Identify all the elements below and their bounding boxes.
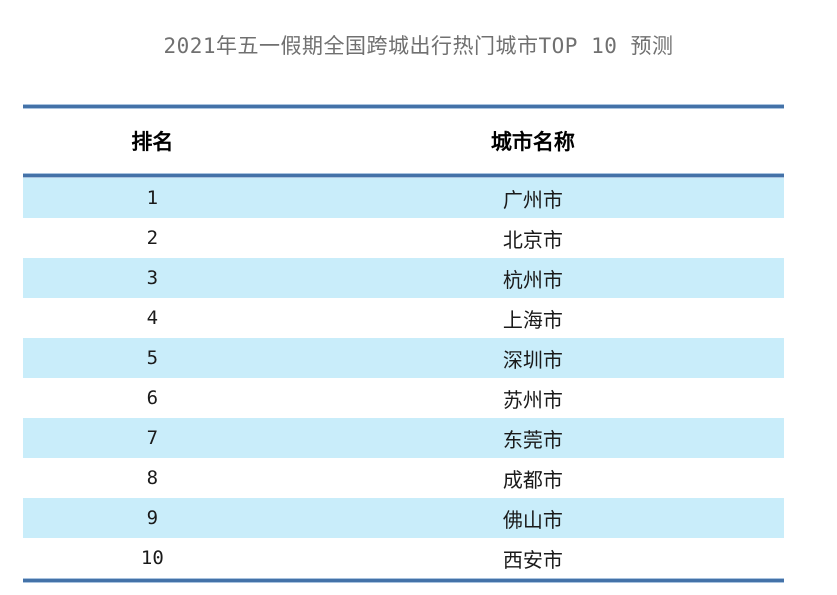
- table-row: 6 苏州市: [23, 378, 784, 418]
- table-row: 2 北京市: [23, 218, 784, 258]
- rank-cell: 10: [140, 547, 164, 569]
- table-row: 9 佛山市: [23, 498, 784, 538]
- table-header-row: 排名 城市名称: [23, 109, 784, 173]
- city-cell: 西安市: [502, 547, 563, 572]
- rank-cell: 1: [146, 187, 159, 209]
- city-cell: 广州市: [502, 187, 563, 212]
- top10-cities-table: 排名 城市名称 1 广州市 2 北京市 3 杭州市 4 上海市 5: [23, 104, 784, 583]
- city-cell: 北京市: [502, 227, 563, 252]
- table-top-rule: [23, 104, 784, 109]
- rank-cell: 3: [146, 267, 159, 289]
- rank-cell: 8: [146, 467, 159, 489]
- city-cell: 上海市: [502, 307, 563, 332]
- table-row: 3 杭州市: [23, 258, 784, 298]
- table-row: 5 深圳市: [23, 338, 784, 378]
- column-header-city: 城市名称: [490, 130, 575, 154]
- rank-cell: 2: [146, 227, 159, 249]
- table-row: 4 上海市: [23, 298, 784, 338]
- column-header-rank: 排名: [131, 130, 174, 154]
- city-cell: 成都市: [502, 467, 563, 492]
- table-header-rule: [23, 173, 784, 178]
- table-row: 8 成都市: [23, 458, 784, 498]
- city-cell: 苏州市: [502, 387, 563, 412]
- rank-cell: 7: [146, 427, 159, 449]
- rank-cell: 5: [146, 347, 159, 369]
- city-cell: 杭州市: [502, 267, 563, 292]
- city-cell: 佛山市: [502, 507, 563, 532]
- city-cell: 深圳市: [502, 347, 563, 372]
- rank-cell: 4: [146, 307, 159, 329]
- city-cell: 东莞市: [502, 427, 563, 452]
- table-body: 1 广州市 2 北京市 3 杭州市 4 上海市 5 深圳市 6 苏州市: [23, 178, 784, 578]
- rank-cell: 9: [146, 507, 159, 529]
- table-row: 7 东莞市: [23, 418, 784, 458]
- table-row: 1 广州市: [23, 178, 784, 218]
- table-row: 10 西安市: [23, 538, 784, 578]
- chart-title: 2021年五一假期全国跨城出行热门城市TOP 10 预测: [163, 34, 674, 58]
- table-bottom-rule: [23, 578, 784, 583]
- rank-cell: 6: [146, 387, 159, 409]
